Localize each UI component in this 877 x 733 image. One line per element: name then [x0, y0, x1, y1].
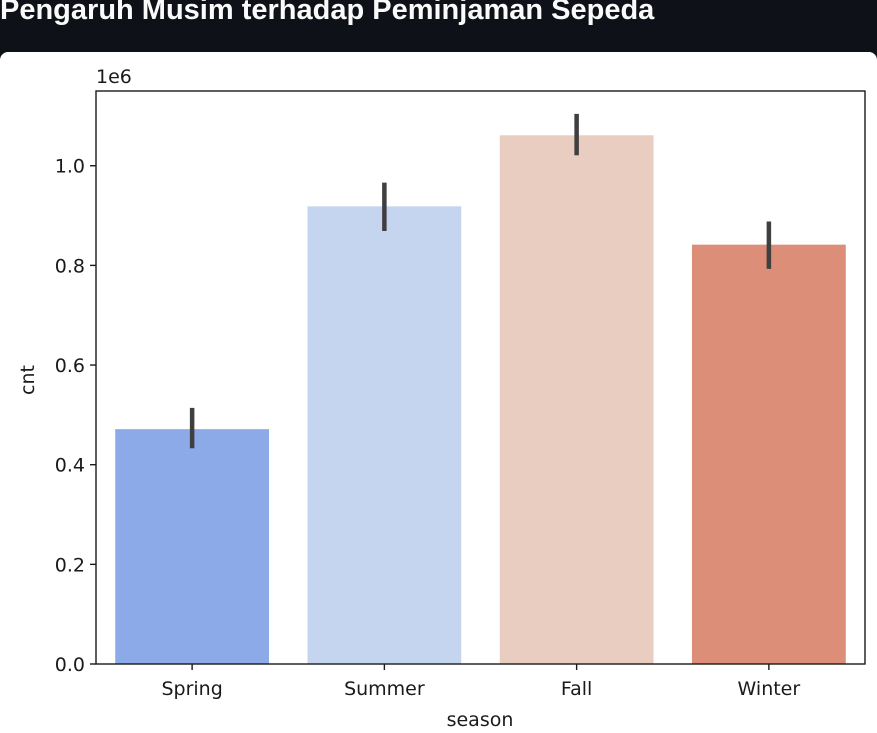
x-tick-label-winter: Winter [738, 678, 801, 700]
bar-winter [691, 244, 846, 664]
y-tick-label: 0.0 [55, 654, 85, 676]
x-tick-label-spring: Spring [161, 678, 222, 700]
chart-card: 0.0 0.2 0.4 0.6 0.8 1.0 Spring Summer Fall Winter… [0, 52, 877, 733]
page-title: Pengaruh Musim terhadap Peminjaman Seped… [0, 0, 655, 26]
y-tick-label: 0.8 [55, 255, 85, 277]
y-axis-label: cnt [17, 365, 39, 395]
y-tick-label: 0.6 [55, 355, 85, 377]
x-tick-label-fall: Fall [561, 678, 592, 700]
bar-chart: 0.0 0.2 0.4 0.6 0.8 1.0 Spring Summer Fall Winter… [17, 66, 866, 731]
plot-area: 0.0 0.2 0.4 0.6 0.8 1.0 Spring Summer Fall Winter [55, 90, 866, 700]
axes-frame [95, 90, 866, 665]
bar-summer [307, 206, 462, 665]
bar-spring [115, 429, 270, 664]
x-tick-label-summer: Summer [344, 678, 425, 700]
y-tick-label: 1.0 [55, 156, 85, 178]
y-offset-label: 1e6 [96, 66, 132, 88]
y-tick-label: 0.4 [55, 455, 85, 477]
x-axis-label: season [447, 709, 514, 731]
bar-fall [499, 135, 654, 664]
y-tick-label: 0.2 [55, 554, 85, 576]
